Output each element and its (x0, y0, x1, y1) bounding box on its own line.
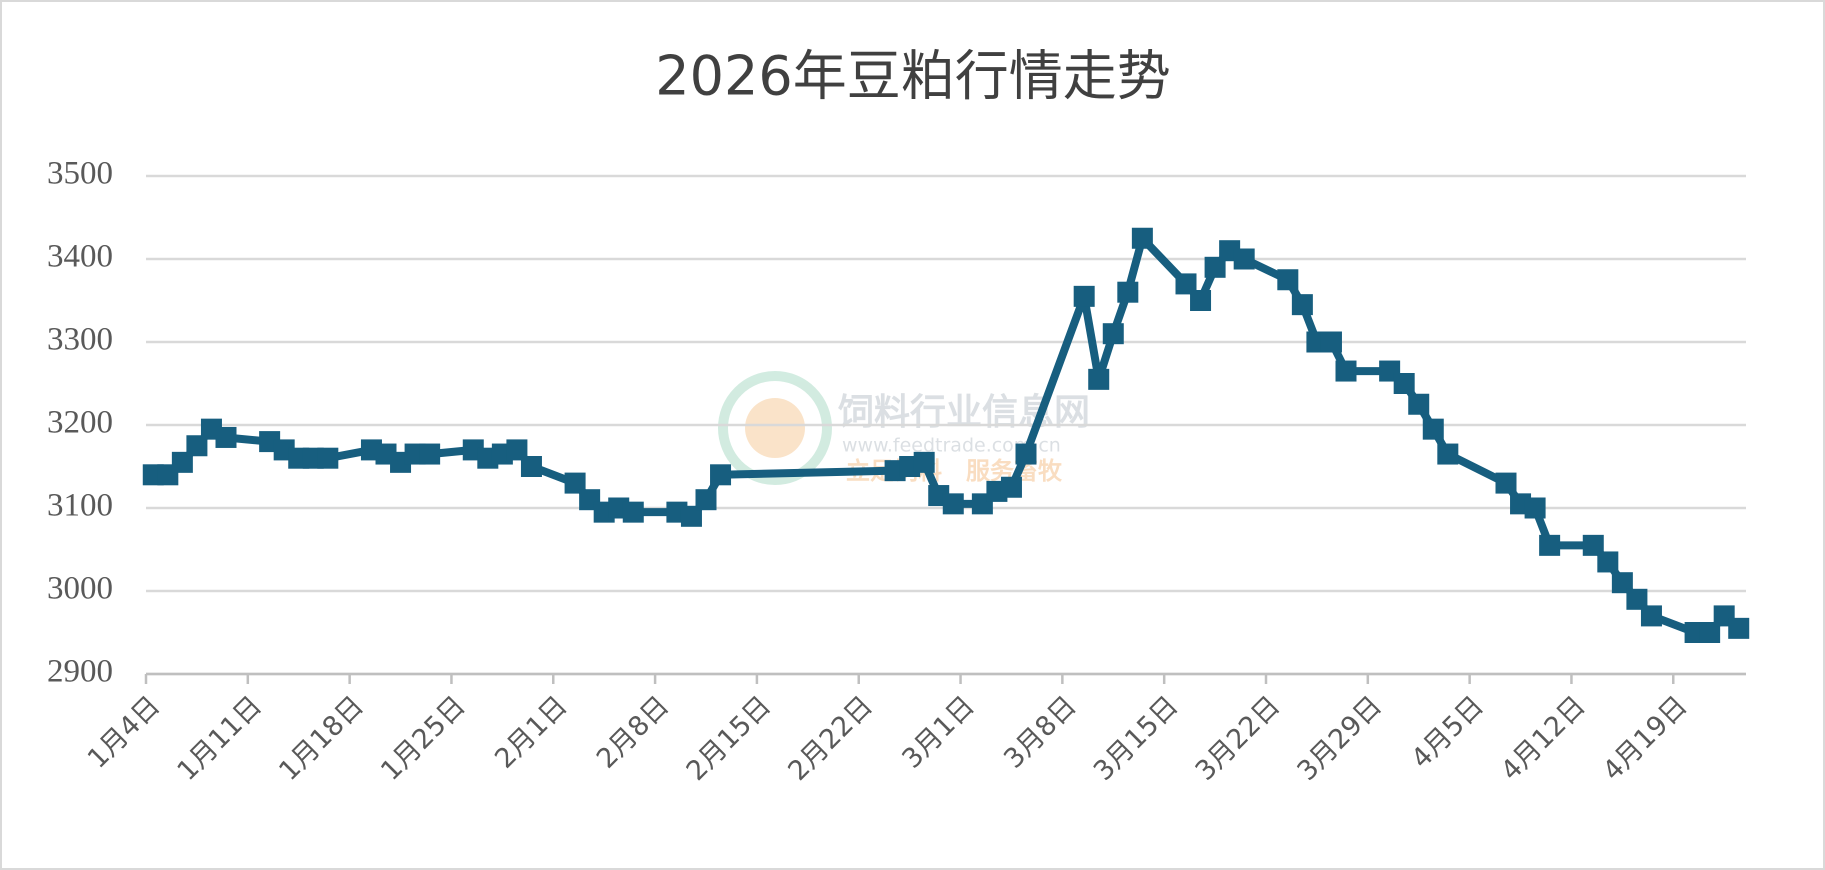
y-tick-label: 3300 (47, 322, 113, 358)
data-point (1190, 290, 1212, 311)
data-point (1291, 294, 1313, 316)
data-point (1204, 256, 1226, 278)
data-point (1102, 323, 1124, 345)
data-point (171, 451, 193, 473)
data-point (317, 447, 339, 469)
data-point (506, 439, 528, 461)
data-point (1131, 227, 1153, 249)
data-point (1408, 393, 1430, 415)
data-point (1277, 269, 1299, 291)
y-tick-label: 3200 (47, 405, 113, 441)
data-point (1495, 472, 1517, 494)
watermark-url: www.feedtrade.com.cn (842, 435, 1061, 457)
data-point (520, 456, 542, 477)
data-point (1582, 534, 1604, 556)
watermark-logo-center (745, 398, 805, 458)
data-point (1335, 360, 1357, 382)
y-tick-label: 2900 (47, 654, 113, 690)
data-point (1393, 373, 1415, 394)
data-point (695, 489, 717, 511)
data-point (1524, 497, 1546, 519)
data-point (1626, 588, 1648, 610)
watermark-name: 饲料行业信息网 (838, 392, 1090, 433)
data-point (1597, 551, 1619, 573)
data-point (1000, 476, 1022, 498)
y-tick-label: 3000 (47, 571, 113, 607)
data-point (1422, 418, 1444, 440)
chart-title: 2026年豆粕行情走势 (655, 45, 1170, 108)
data-point (564, 472, 586, 494)
watermark-logo (718, 371, 832, 485)
data-point (1320, 331, 1342, 353)
data-point (1117, 281, 1139, 303)
y-tick-label: 3500 (47, 156, 113, 192)
data-point (1175, 273, 1197, 295)
data-point (710, 464, 732, 486)
data-point (1073, 285, 1095, 307)
data-point (419, 443, 441, 465)
data-point (1437, 443, 1459, 465)
data-point (913, 451, 935, 473)
data-point (1728, 617, 1750, 639)
y-tick-label: 3100 (47, 488, 113, 524)
data-point (1233, 248, 1255, 270)
data-point (942, 493, 964, 515)
data-point (680, 505, 702, 527)
y-tick-label: 3400 (47, 239, 113, 275)
data-point (215, 426, 237, 448)
data-point (1611, 572, 1633, 594)
data-point (1088, 368, 1110, 390)
data-point (1015, 443, 1037, 465)
data-point (622, 501, 644, 523)
data-point (186, 435, 208, 457)
data-point (1539, 534, 1561, 556)
data-point (1640, 605, 1662, 627)
data-point (1699, 622, 1721, 643)
